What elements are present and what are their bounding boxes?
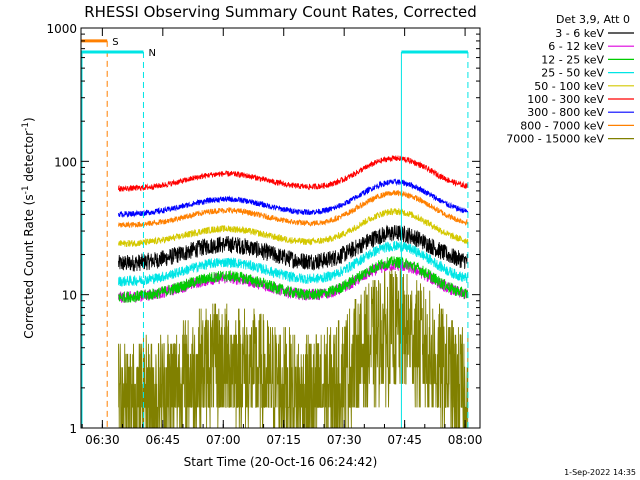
- legend-label-4: 50 - 100 keV: [534, 80, 604, 93]
- x-axis-label: Start Time (20-Oct-16 06:24:42): [184, 455, 378, 469]
- x-tick-label-2: 07:00: [206, 433, 241, 447]
- legend-header: Det 3,9, Att 0: [556, 13, 630, 26]
- y-axis-label-part3: ): [22, 117, 36, 122]
- series-line-6: [118, 178, 469, 219]
- x-tick-label-6: 08:00: [448, 433, 483, 447]
- series-line-3: [118, 241, 469, 287]
- plot-frame: [80, 27, 481, 429]
- annotation-layer: SN: [81, 37, 469, 428]
- x-tick-label-4: 07:30: [327, 433, 362, 447]
- y-tick-label-2: 100: [54, 155, 77, 169]
- y-axis-label-sup2: -1: [21, 122, 31, 131]
- legend-label-0: 3 - 6 keV: [555, 27, 604, 40]
- y-axis-label: Corrected Count Rate (s-1 detector-1): [21, 117, 36, 338]
- y-tick-label-0: 1: [69, 422, 77, 436]
- y-tick-label-1: 10: [62, 289, 77, 303]
- y-axis-label-sup1: -1: [21, 185, 31, 194]
- series-line-5: [118, 155, 469, 193]
- series-line-7: [118, 189, 469, 228]
- series-line-0: [118, 224, 469, 272]
- legend-label-1: 6 - 12 keV: [548, 40, 604, 53]
- y-axis-label-part2: detector: [22, 131, 36, 186]
- legend-label-7: 800 - 7000 keV: [520, 119, 604, 132]
- timestamp-label: 1-Sep-2022 14:35: [564, 468, 636, 477]
- x-tick-label-1: 06:45: [146, 433, 181, 447]
- annotation-label-0: S: [112, 37, 118, 48]
- series-line-4: [118, 207, 469, 248]
- y-tick-label-3: 1000: [46, 22, 77, 36]
- legend-label-6: 300 - 800 keV: [527, 106, 604, 119]
- legend-label-2: 12 - 25 keV: [541, 53, 604, 66]
- ticks-layer: 06:30 06:45 07:00 07:15 07:30 07:45 08:00 1 10 10…: [46, 22, 482, 447]
- annotation-label-1: N: [148, 48, 155, 59]
- x-tick-label-0: 06:30: [85, 433, 120, 447]
- series-line-2: [118, 256, 469, 303]
- legend-label-8: 7000 - 15000 keV: [506, 133, 604, 146]
- x-tick-label-5: 07:45: [387, 433, 422, 447]
- legend-label-5: 100 - 300 keV: [527, 93, 604, 106]
- series-layer: [118, 155, 469, 429]
- legend-label-3: 25 - 50 keV: [541, 67, 604, 80]
- x-tick-label-3: 07:15: [266, 433, 301, 447]
- chart-title: RHESSI Observing Summary Count Rates, Co…: [84, 3, 477, 21]
- y-axis-label-part1: Corrected Count Rate (s: [22, 194, 36, 338]
